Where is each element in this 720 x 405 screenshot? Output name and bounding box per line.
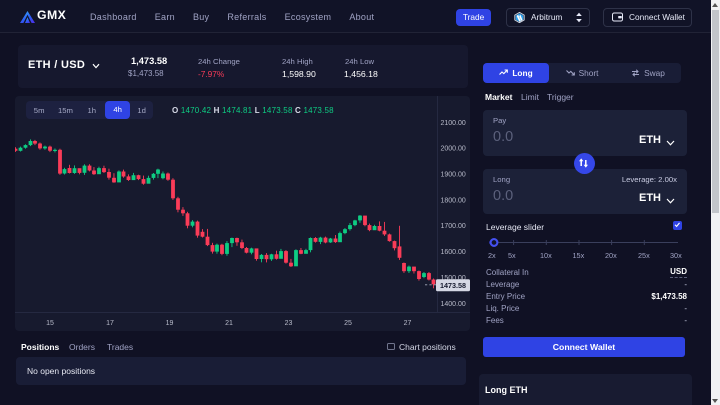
svg-text:27: 27	[404, 320, 412, 327]
svg-text:1473.58: 1473.58	[440, 281, 466, 290]
svg-text:19: 19	[166, 320, 174, 327]
svg-text:1500.00: 1500.00	[441, 275, 466, 282]
svg-text:21: 21	[225, 320, 233, 327]
svg-text:23: 23	[285, 320, 293, 327]
svg-text:2000.00: 2000.00	[441, 146, 466, 153]
svg-text:15: 15	[46, 320, 54, 327]
svg-text:17: 17	[106, 320, 114, 327]
svg-text:1600.00: 1600.00	[441, 249, 466, 256]
svg-text:1400.00: 1400.00	[441, 301, 466, 308]
svg-text:1900.00: 1900.00	[441, 172, 466, 179]
svg-text:25: 25	[344, 320, 352, 327]
svg-text:1700.00: 1700.00	[441, 223, 466, 230]
svg-text:2100.00: 2100.00	[441, 120, 466, 127]
svg-text:1800.00: 1800.00	[441, 197, 466, 204]
